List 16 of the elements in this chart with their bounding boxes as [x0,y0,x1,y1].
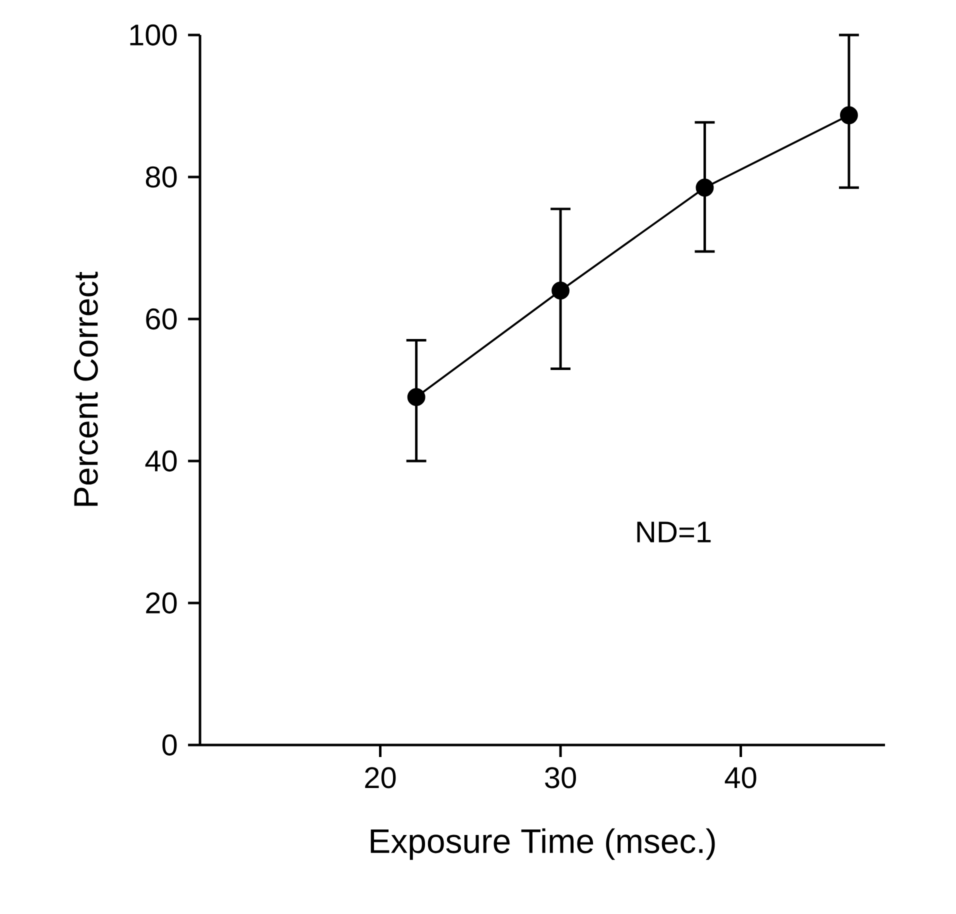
y-axis-title: Percent Correct [74,272,98,506]
y-tick-label: 100 [130,24,177,46]
y-tick-label: 20 [146,592,177,614]
x-axis-title: Exposure Time (msec.) [370,828,715,860]
point [407,388,426,406]
annotation: ND=1 [637,522,711,542]
y-tick-label: 40 [145,450,177,472]
x-tick-label: 30 [545,767,576,788]
y-tick-label: 0 [162,734,177,756]
point [696,178,714,197]
x-tick-label: 20 [365,767,396,788]
y-tick-label: 60 [146,308,177,330]
y-tick-label: 80 [146,166,177,188]
point [840,106,858,124]
point [552,282,570,300]
x-tick-label: 40 [724,767,756,788]
